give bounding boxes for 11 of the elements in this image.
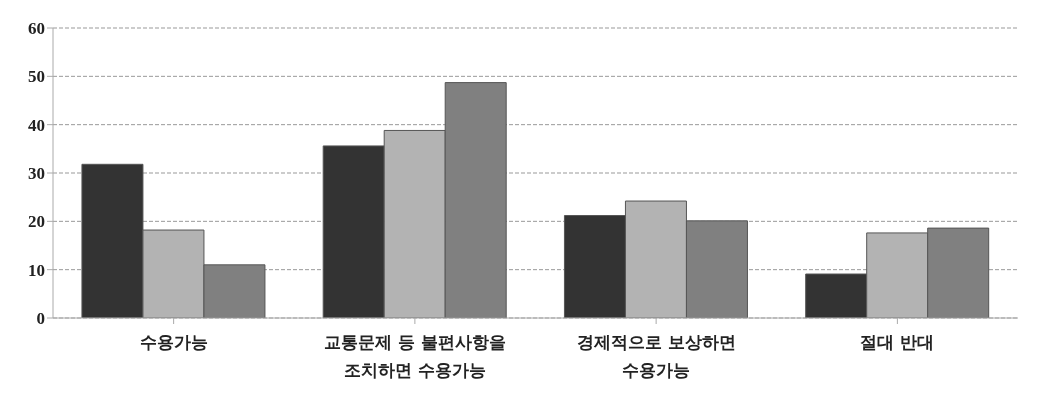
y-tick-label: 30 (28, 164, 45, 184)
y-tick-label: 60 (28, 19, 45, 39)
y-tick-label: 40 (28, 115, 45, 135)
x-tick-label: 절대 반대 (860, 332, 935, 352)
y-tick-label: 50 (28, 67, 45, 87)
x-tick-label: 경제적으로 보상하면 수용가능 (576, 332, 736, 380)
y-tick-label: 10 (28, 260, 45, 280)
y-tick-label: 20 (28, 212, 45, 232)
x-tick-label: 교통문제 등 불편사항을 조치하면 수용가능 (323, 332, 506, 380)
y-tick-label: 0 (36, 309, 45, 329)
x-tick-label: 수용가능 (139, 332, 208, 352)
